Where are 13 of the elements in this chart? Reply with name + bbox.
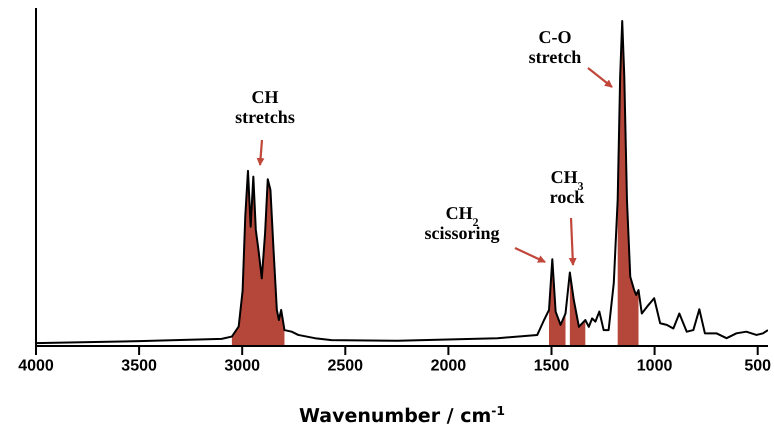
x-tick-label: 1500 bbox=[534, 357, 570, 374]
x-tick-label: 500 bbox=[744, 357, 772, 374]
annotation: CH stretchs bbox=[235, 87, 295, 127]
x-tick-label: 4000 bbox=[18, 357, 54, 374]
x-tick-label: 3500 bbox=[121, 357, 157, 374]
x-tick-label: 2000 bbox=[430, 357, 466, 374]
annotation: CH$_{2}$ scissoring bbox=[424, 203, 500, 243]
annotation: C-O stretch bbox=[528, 27, 582, 67]
x-tick-label: 3000 bbox=[224, 357, 260, 374]
x-tick-label: 1000 bbox=[636, 357, 672, 374]
annotation: CH$_{3}$ rock bbox=[550, 167, 584, 207]
x-axis-title: Wavenumber / cm$^{-1}$ bbox=[298, 404, 506, 427]
x-tick-label: 2500 bbox=[328, 357, 364, 374]
